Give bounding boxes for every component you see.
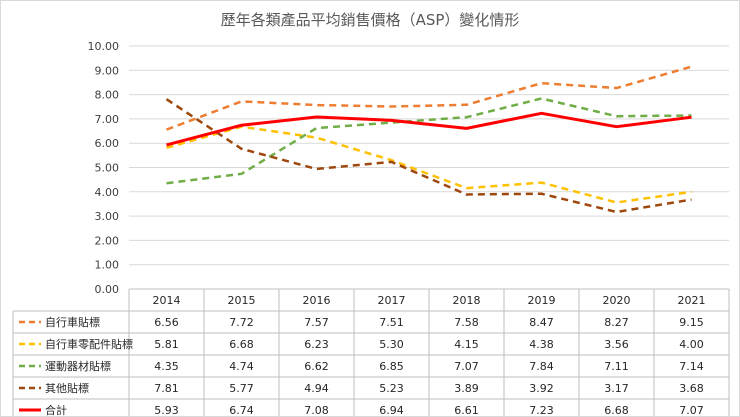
data-label: 5.23 bbox=[379, 382, 404, 395]
data-label: 7.84 bbox=[529, 360, 554, 373]
data-label: 6.85 bbox=[379, 360, 404, 373]
data-label: 7.51 bbox=[379, 316, 404, 329]
y-tick-label: 5.00 bbox=[95, 162, 120, 175]
data-label: 4.94 bbox=[304, 382, 329, 395]
data-label: 9.15 bbox=[679, 316, 704, 329]
gridlines bbox=[129, 45, 729, 266]
y-tick-label: 7.00 bbox=[95, 113, 120, 126]
data-label: 4.35 bbox=[154, 360, 179, 373]
x-category-label: 2021 bbox=[678, 294, 706, 307]
y-axis-ticks: 0.00 1.00 2.00 3.00 4.00 5.00 6.00 7.00 8.00 9.00… bbox=[88, 40, 120, 296]
x-category-label: 2020 bbox=[603, 294, 631, 307]
data-label: 6.94 bbox=[379, 404, 404, 416]
data-label: 3.68 bbox=[679, 382, 704, 395]
y-tick-label: 0.00 bbox=[95, 283, 120, 296]
data-label: 7.07 bbox=[679, 404, 704, 416]
y-tick-label: 8.00 bbox=[95, 89, 120, 102]
data-label: 5.81 bbox=[154, 338, 179, 351]
data-label: 5.77 bbox=[229, 382, 254, 395]
x-category-label: 2015 bbox=[228, 294, 256, 307]
y-tick-label: 6.00 bbox=[95, 137, 120, 150]
series-line bbox=[166, 65, 692, 131]
series-line bbox=[166, 125, 692, 204]
data-label: 7.23 bbox=[529, 404, 554, 416]
data-label: 6.62 bbox=[304, 360, 329, 373]
data-label: 7.72 bbox=[229, 316, 254, 329]
series-line bbox=[165, 98, 692, 214]
legend-label: 運動器材貼標 bbox=[45, 359, 111, 373]
data-label: 5.30 bbox=[379, 338, 404, 351]
data-label: 7.11 bbox=[604, 360, 629, 373]
data-label: 6.74 bbox=[229, 404, 254, 416]
data-label: 6.56 bbox=[154, 316, 179, 329]
data-label: 8.27 bbox=[604, 316, 629, 329]
data-label: 6.68 bbox=[229, 338, 254, 351]
y-tick-label: 10.00 bbox=[88, 40, 120, 53]
y-tick-label: 2.00 bbox=[95, 234, 120, 247]
chart-title: 歷年各類產品平均銷售價格（ASP）變化情形 bbox=[221, 11, 520, 29]
series-line bbox=[166, 97, 692, 185]
x-category-label: 2017 bbox=[378, 294, 406, 307]
data-label: 7.07 bbox=[454, 360, 479, 373]
data-label: 3.89 bbox=[454, 382, 479, 395]
legend-label: 自行車貼標 bbox=[45, 315, 100, 329]
data-label: 6.23 bbox=[304, 338, 329, 351]
data-label: 8.47 bbox=[529, 316, 554, 329]
data-label: 4.00 bbox=[679, 338, 704, 351]
x-category-label: 2019 bbox=[528, 294, 556, 307]
x-category-label: 2018 bbox=[453, 294, 481, 307]
data-label: 3.17 bbox=[604, 382, 629, 395]
legend-label: 其他貼標 bbox=[45, 381, 89, 395]
data-label: 4.38 bbox=[529, 338, 554, 351]
legend-label: 合計 bbox=[45, 403, 67, 416]
data-label: 7.14 bbox=[679, 360, 704, 373]
data-table: 2014 2015 2016 2017 2018 2019 2020 2021 自行車貼標 6.5… bbox=[12, 288, 730, 416]
y-tick-label: 4.00 bbox=[95, 186, 120, 199]
data-label: 7.08 bbox=[304, 404, 329, 416]
data-label: 3.92 bbox=[529, 382, 554, 395]
data-label: 3.56 bbox=[604, 338, 629, 351]
data-label: 7.57 bbox=[304, 316, 329, 329]
y-tick-label: 9.00 bbox=[95, 64, 120, 77]
data-label: 5.93 bbox=[154, 404, 179, 416]
data-label: 4.74 bbox=[229, 360, 254, 373]
series-line bbox=[166, 111, 692, 147]
data-label: 7.81 bbox=[154, 382, 179, 395]
data-label: 6.61 bbox=[454, 404, 479, 416]
data-label: 7.58 bbox=[454, 316, 479, 329]
y-tick-label: 3.00 bbox=[95, 210, 120, 223]
x-category-label: 2016 bbox=[303, 294, 331, 307]
data-label: 4.15 bbox=[454, 338, 479, 351]
series-lines bbox=[165, 65, 692, 214]
legend-label: 自行車零配件貼標 bbox=[45, 337, 133, 351]
x-category-label: 2014 bbox=[153, 294, 181, 307]
y-tick-label: 1.00 bbox=[95, 259, 120, 272]
data-label: 6.68 bbox=[604, 404, 629, 416]
